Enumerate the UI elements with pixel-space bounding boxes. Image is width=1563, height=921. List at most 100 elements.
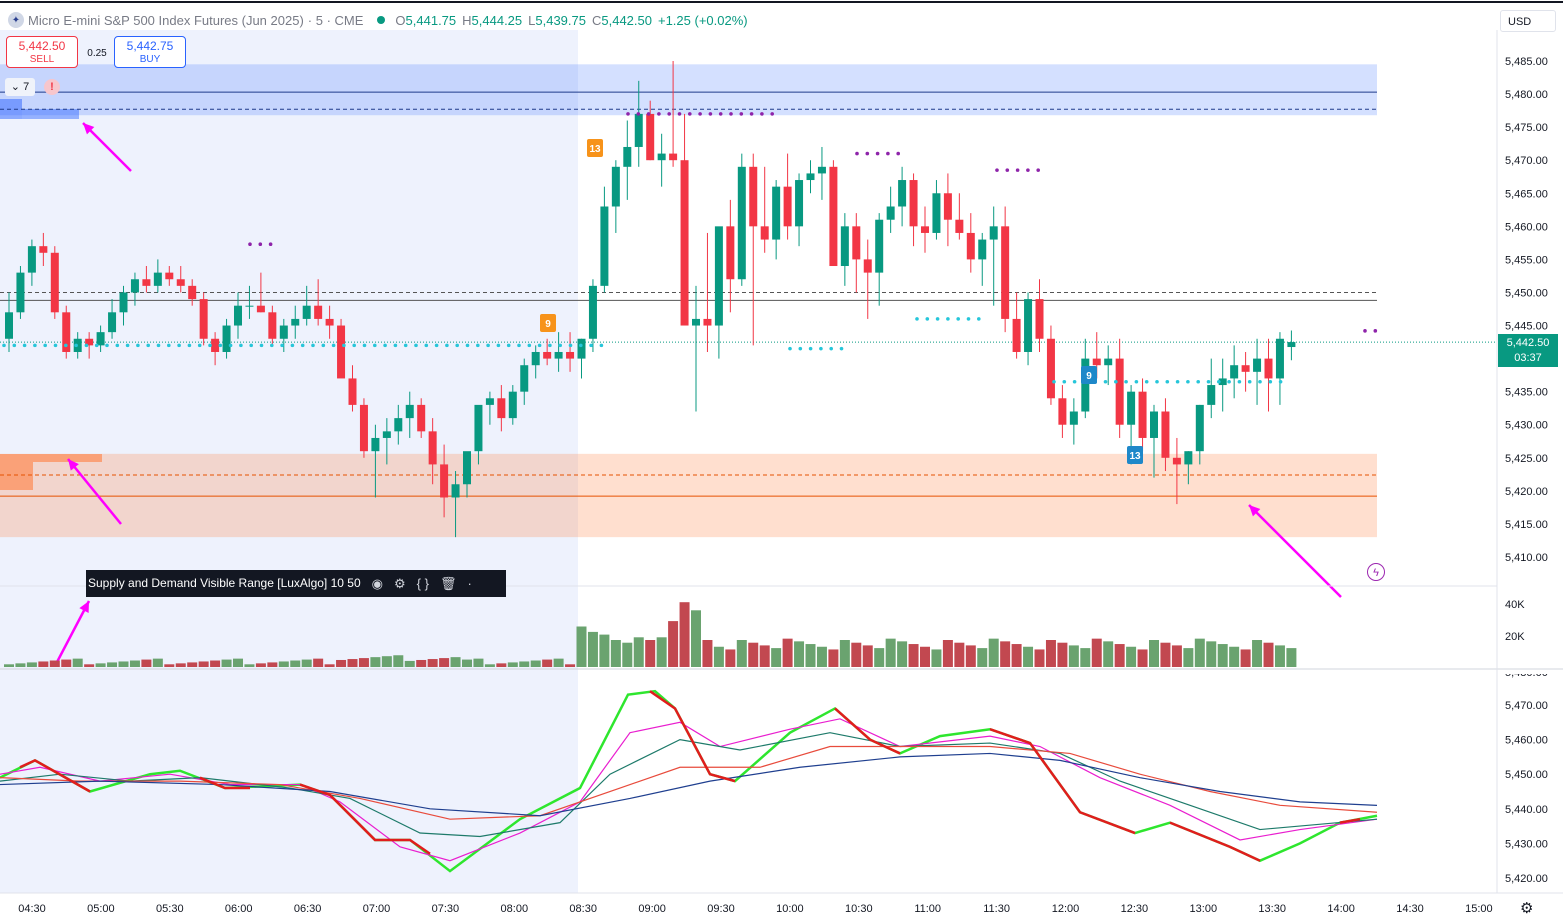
interval-exchange[interactable]: · 5 · CME [307, 12, 364, 28]
pivot-high-marker [749, 112, 754, 116]
pivot-low-marker [290, 343, 295, 348]
candle-up [1127, 391, 1136, 425]
indicator-title[interactable]: Supply and Demand Visible Range [LuxAlgo… [88, 576, 361, 590]
settings-icon[interactable]: ⚙ [393, 576, 406, 591]
count-tag-label: 9 [545, 319, 551, 330]
pivot-low-marker [228, 343, 233, 348]
volume-bar [771, 648, 782, 667]
volume-bar [15, 663, 26, 667]
pivot-low-marker [403, 343, 408, 348]
pivot-low-marker [1114, 379, 1118, 384]
pivot-low-marker [517, 343, 521, 348]
time-axis-tick: 11:00 [914, 903, 941, 915]
candle-up [1195, 404, 1204, 452]
candle-up [978, 239, 987, 260]
buy-button[interactable]: 5,442.75 BUY [114, 36, 186, 68]
pivot-high-marker [995, 168, 999, 172]
volume-bar [519, 661, 530, 667]
volume-bar [805, 644, 816, 667]
candle-down [646, 113, 655, 161]
candle-up [5, 312, 13, 339]
count-tag [1127, 446, 1143, 464]
pivot-low-marker [579, 343, 583, 348]
price-axis-tick: 5,470.00 [1505, 155, 1548, 167]
indicators-collapse-button[interactable]: ⌄ 7 [5, 78, 35, 96]
volume-bar [656, 637, 667, 667]
oscillator-fast-line-down [199, 776, 250, 790]
volume-bar [1068, 645, 1079, 667]
volume-bar [61, 659, 72, 667]
pivot-low-marker [1186, 379, 1190, 384]
pivot-low-marker [393, 343, 398, 348]
volume-bar [95, 663, 106, 667]
trash-icon[interactable]: 🗑 [439, 576, 457, 591]
bar-countdown: 03:37 [1514, 352, 1542, 364]
oscillator-fast-line-down [834, 707, 901, 755]
volume-bar [736, 640, 747, 667]
chart-settings-icon[interactable]: ⚙ [1520, 900, 1534, 917]
volume-bar [1274, 645, 1285, 667]
time-axis-tick: 12:30 [1121, 903, 1149, 915]
more-icon[interactable]: · [467, 576, 472, 591]
volume-bar [255, 663, 266, 667]
oscillator-axis-tick: 5,450.00 [1505, 769, 1548, 781]
candle-up [508, 391, 517, 419]
price-axis-tick: 5,455.00 [1505, 254, 1548, 266]
count-tag [540, 314, 556, 332]
eye-icon[interactable]: ◉ [371, 576, 383, 591]
volume-bar [908, 644, 919, 667]
volume-bar [507, 662, 518, 667]
candle-down [1046, 338, 1055, 399]
oscillator-fast-line-down [1169, 821, 1261, 862]
warning-icon[interactable]: ! [44, 79, 60, 95]
symbol-title[interactable]: Micro E-mini S&P 500 Index Futures (Jun … [28, 12, 304, 28]
pivot-low-marker [1268, 379, 1273, 384]
time-axis-tick: 13:30 [1258, 903, 1286, 915]
pivot-low-marker [819, 346, 823, 351]
annotation-arrowhead [83, 123, 95, 135]
pivot-low-marker [1165, 379, 1170, 384]
price-axis-tick: 5,410.00 [1505, 552, 1548, 564]
candle-down [428, 431, 437, 465]
pivot-low-marker [1062, 379, 1067, 384]
pivot-high-marker [248, 242, 252, 246]
volume-bar [1240, 649, 1251, 667]
candle-up [222, 325, 231, 352]
pivot-high-marker [770, 112, 774, 116]
volume-bar [1263, 642, 1274, 667]
volume-bar [839, 640, 850, 667]
pivot-low-marker [977, 317, 981, 321]
pivot-low-marker [455, 343, 460, 348]
candle-up [817, 166, 826, 174]
candle-down [955, 219, 964, 233]
demand-profile-bar [0, 462, 33, 490]
currency-select[interactable]: USD [1500, 10, 1556, 32]
price-axis-tick: 5,415.00 [1505, 519, 1548, 531]
candle-down [62, 312, 71, 352]
indicator-legend[interactable]: Supply and Demand Visible Range [LuxAlgo… [86, 570, 506, 597]
low-label: L [528, 12, 536, 28]
pivot-low-marker [362, 343, 367, 348]
candle-up [1207, 385, 1216, 405]
close-label: C [591, 12, 602, 28]
volume-bar [553, 658, 564, 667]
source-code-icon[interactable]: { } [416, 576, 429, 591]
volume-bar [1229, 646, 1240, 667]
volume-bar [1183, 648, 1194, 667]
pivot-low-marker [1072, 379, 1077, 384]
pivot-high-marker [729, 112, 733, 116]
lightning-icon[interactable]: ϟ [1367, 563, 1385, 581]
volume-bar [1252, 640, 1263, 667]
pivot-low-marker [829, 346, 833, 351]
pivot-low-marker [527, 343, 532, 348]
price-axis-tick: 5,480.00 [1505, 89, 1548, 101]
pivot-low-marker [548, 343, 552, 348]
volume-bar [141, 659, 152, 667]
pivot-low-marker [94, 343, 99, 348]
candle-down [783, 186, 792, 227]
pivot-low-marker [558, 343, 562, 348]
sell-button[interactable]: 5,442.50 SELL [6, 36, 78, 68]
supply-zone [0, 64, 1377, 116]
